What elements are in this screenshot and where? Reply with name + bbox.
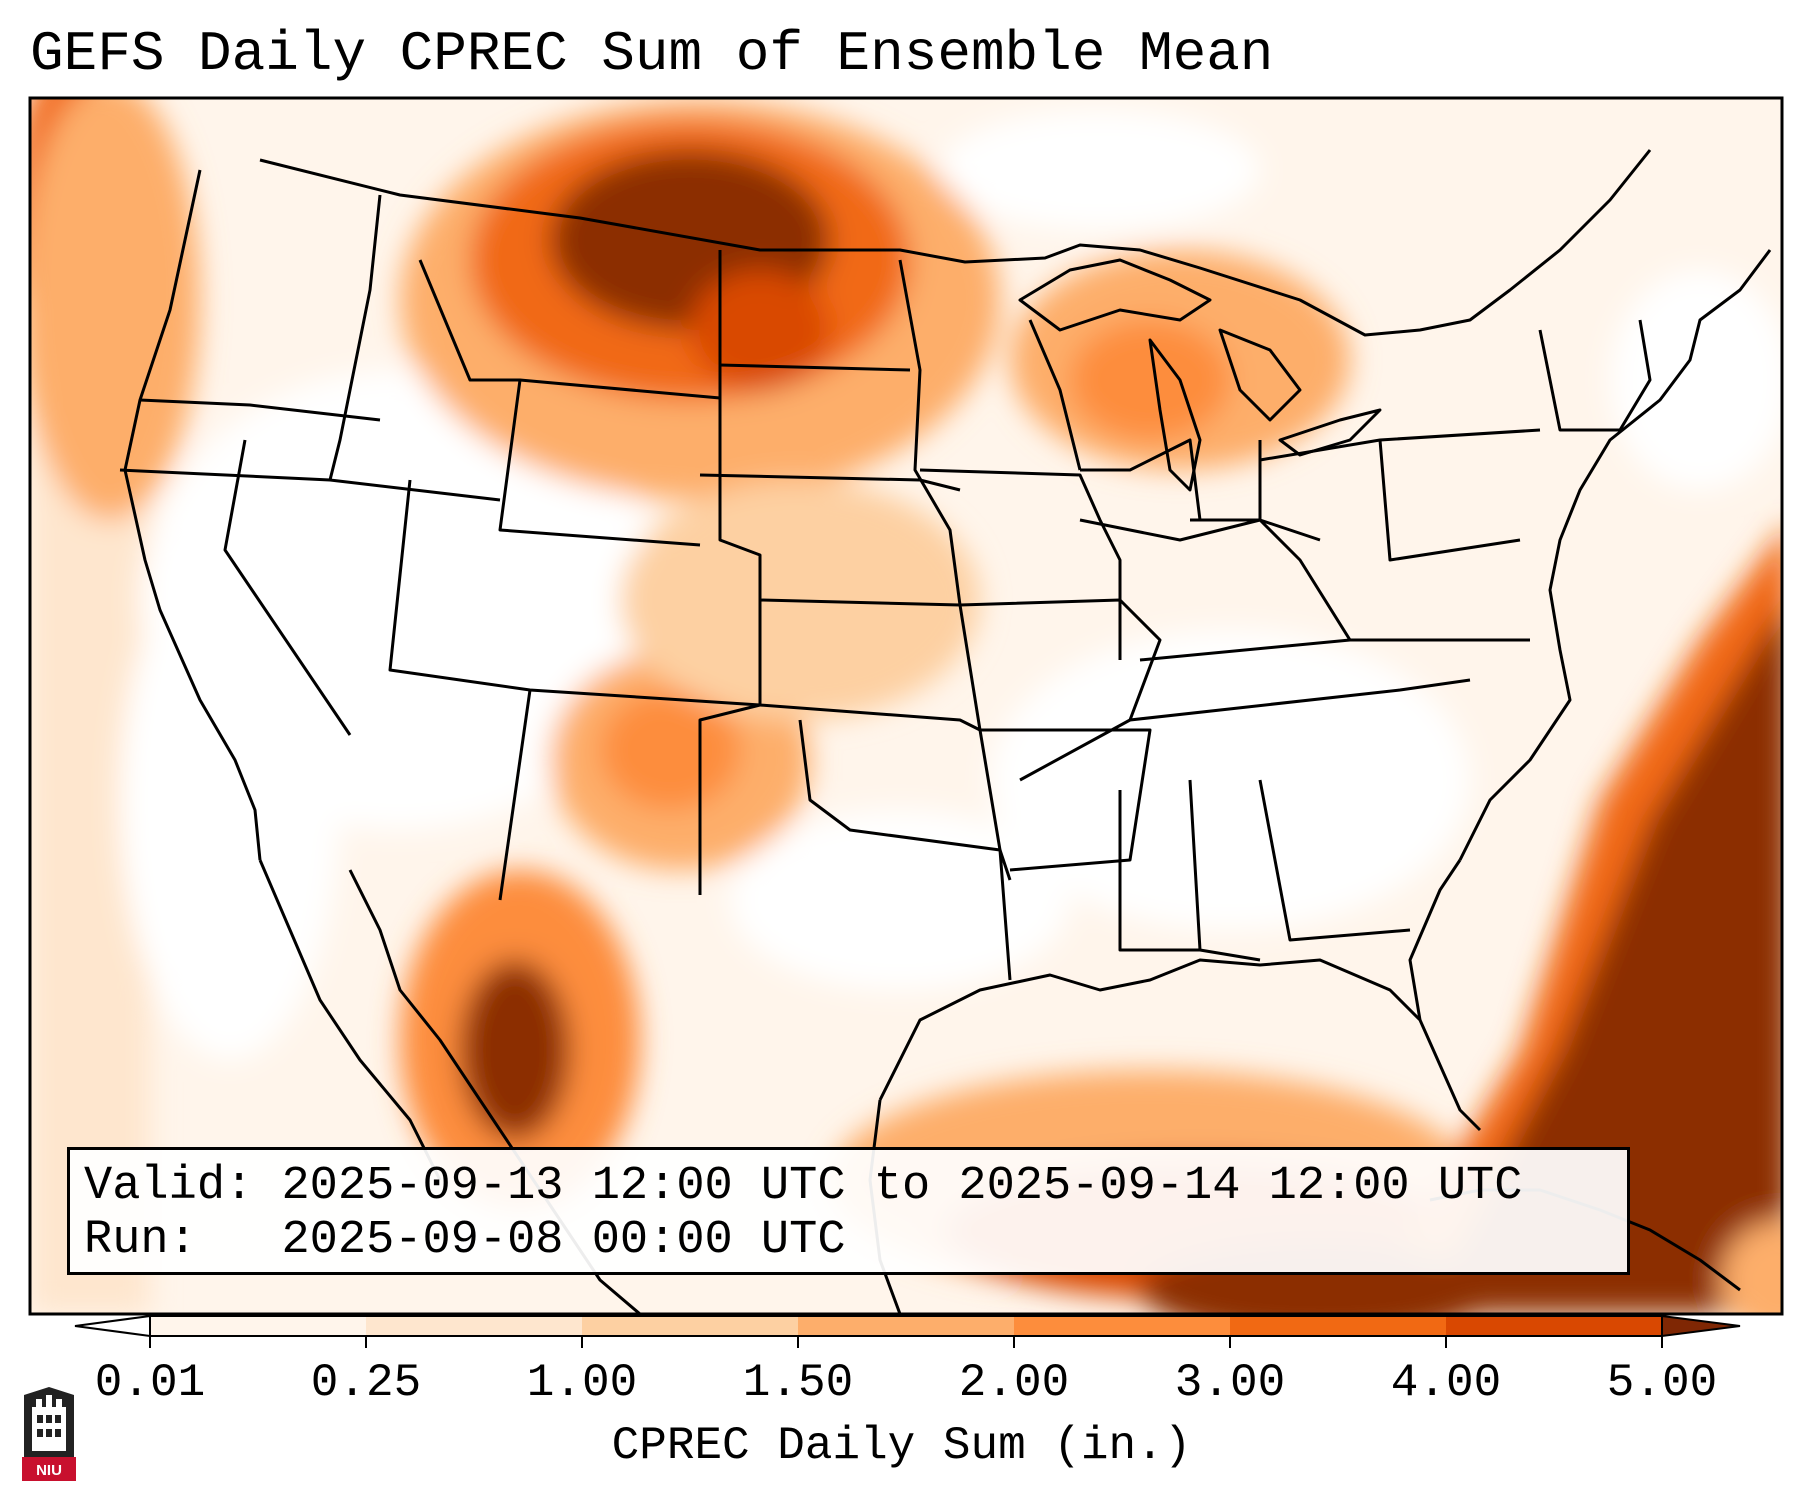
lake-superior (1018, 258, 1212, 332)
colorbar-segment (150, 1316, 366, 1336)
niu-logo: NIU (22, 1387, 76, 1481)
colorbar-segment (1446, 1316, 1662, 1336)
colorbar-tick-label: 0.25 (310, 1357, 422, 1409)
colorbar-outline (149, 1315, 1663, 1337)
state-line-mn-west (898, 259, 1012, 981)
state-line-ut-az (388, 479, 761, 707)
florida (1408, 859, 1462, 1021)
precip-region-dakotas (690, 270, 830, 390)
state-line-mt-nd (718, 250, 762, 705)
state-line-il-in (1080, 438, 1202, 521)
run-row: Run: 2025-09-08 00:00 UTC (84, 1214, 1611, 1268)
state-line-ca-nv (223, 439, 352, 736)
precip-region-new-mexico-core (600, 690, 740, 810)
state-line-co-nm (698, 703, 761, 895)
canada-border (259, 149, 1652, 337)
chart-title: GEFS Daily CPREC Sum of Ensemble Mean (30, 22, 1274, 86)
colorbar-segment (1014, 1316, 1230, 1336)
precip-region-california (120, 540, 340, 1060)
valid-label: Valid: (84, 1160, 254, 1213)
precip-region-sierra-madre-core (460, 960, 570, 1140)
precip-region-new-england-dry (1610, 270, 1782, 490)
colorbar-label: CPREC Daily Sum (in.) (611, 1420, 1192, 1472)
state-line-ia-mo (919, 468, 1122, 660)
baja-coast (258, 859, 442, 1181)
colorbar-tick-label: 1.00 (526, 1357, 638, 1409)
precip-region-atlantic (1420, 610, 1782, 1314)
state-line-wv-va (1258, 518, 1352, 641)
colorbar (74, 1314, 1741, 1348)
colorbar-tick-label: 5.00 (1606, 1357, 1718, 1409)
map-borders (119, 149, 1772, 1314)
map-frame (28, 96, 1784, 1316)
state-line-ga-fl (1258, 779, 1411, 942)
colorbar-segment (582, 1316, 798, 1336)
colorbar-tick-label: 4.00 (1390, 1357, 1502, 1409)
colorbar-segment (798, 1316, 1014, 1336)
colorbar-tick-label: 0.01 (94, 1357, 206, 1409)
state-line-montana-south (418, 259, 721, 400)
colorbar-over-triangle (1661, 1314, 1741, 1338)
precip-region-texas-dry (730, 810, 1070, 990)
valid-value: 2025-09-13 12:00 UTC to 2025-09-14 12:00… (281, 1160, 1523, 1213)
colorbar-under-triangle (74, 1314, 151, 1338)
lake-huron (1218, 328, 1302, 422)
state-line-ohio-river (1079, 518, 1321, 542)
colorbar-segment (1230, 1316, 1446, 1336)
state-line-or-ca-nv (119, 468, 501, 502)
state-line-texas (798, 719, 1012, 881)
precip-field (30, 98, 1782, 1314)
lake-erie (1278, 408, 1382, 457)
west-coast (123, 169, 262, 861)
state-line-az-nm (498, 689, 532, 901)
state-line-pa-md (1378, 439, 1521, 562)
colorbar-segment (366, 1316, 582, 1336)
state-line-nd-sd (719, 363, 911, 372)
state-line-new-england (1538, 319, 1652, 432)
lake-michigan (1148, 338, 1202, 492)
state-line-ks-ok (759, 598, 961, 607)
precip-region-canada-dry (940, 110, 1260, 230)
info-box: Valid: 2025-09-13 12:00 UTC to 2025-09-1… (67, 1147, 1630, 1275)
state-line-al-ga (1188, 779, 1261, 962)
precip-region-southeast-dry (990, 630, 1470, 930)
state-line-wi-mi (1028, 319, 1082, 471)
state-line-idaho-west (328, 194, 382, 481)
state-line-wa-or (139, 398, 381, 422)
state-line-ok-tx (759, 703, 981, 732)
colorbar-tick-label: 1.50 (742, 1357, 854, 1409)
east-coast (1458, 249, 1772, 861)
state-line-mo-ar (959, 598, 1162, 782)
precip-region-bc-coast-outer (30, 98, 200, 520)
state-line-ms-al (1118, 790, 1200, 952)
state-line-tn-nc (1129, 678, 1471, 722)
precip-region-michigan (1070, 320, 1230, 440)
colorbar-tick-label: 3.00 (1174, 1357, 1286, 1409)
precip-region-atlantic-south (1720, 1220, 1782, 1314)
state-line-wy-co (498, 379, 701, 547)
run-label: Run: (84, 1214, 197, 1267)
state-line-in-oh (1190, 440, 1262, 522)
logo-banner (22, 1457, 76, 1481)
state-line-ar-la (980, 728, 1152, 872)
valid-row: Valid: 2025-09-13 12:00 UTC to 2025-09-1… (84, 1160, 1611, 1214)
run-value: 2025-09-08 00:00 UTC (281, 1214, 846, 1267)
colorbar-tick-label: 2.00 (958, 1357, 1070, 1409)
logo-text: NIU (36, 1462, 62, 1479)
